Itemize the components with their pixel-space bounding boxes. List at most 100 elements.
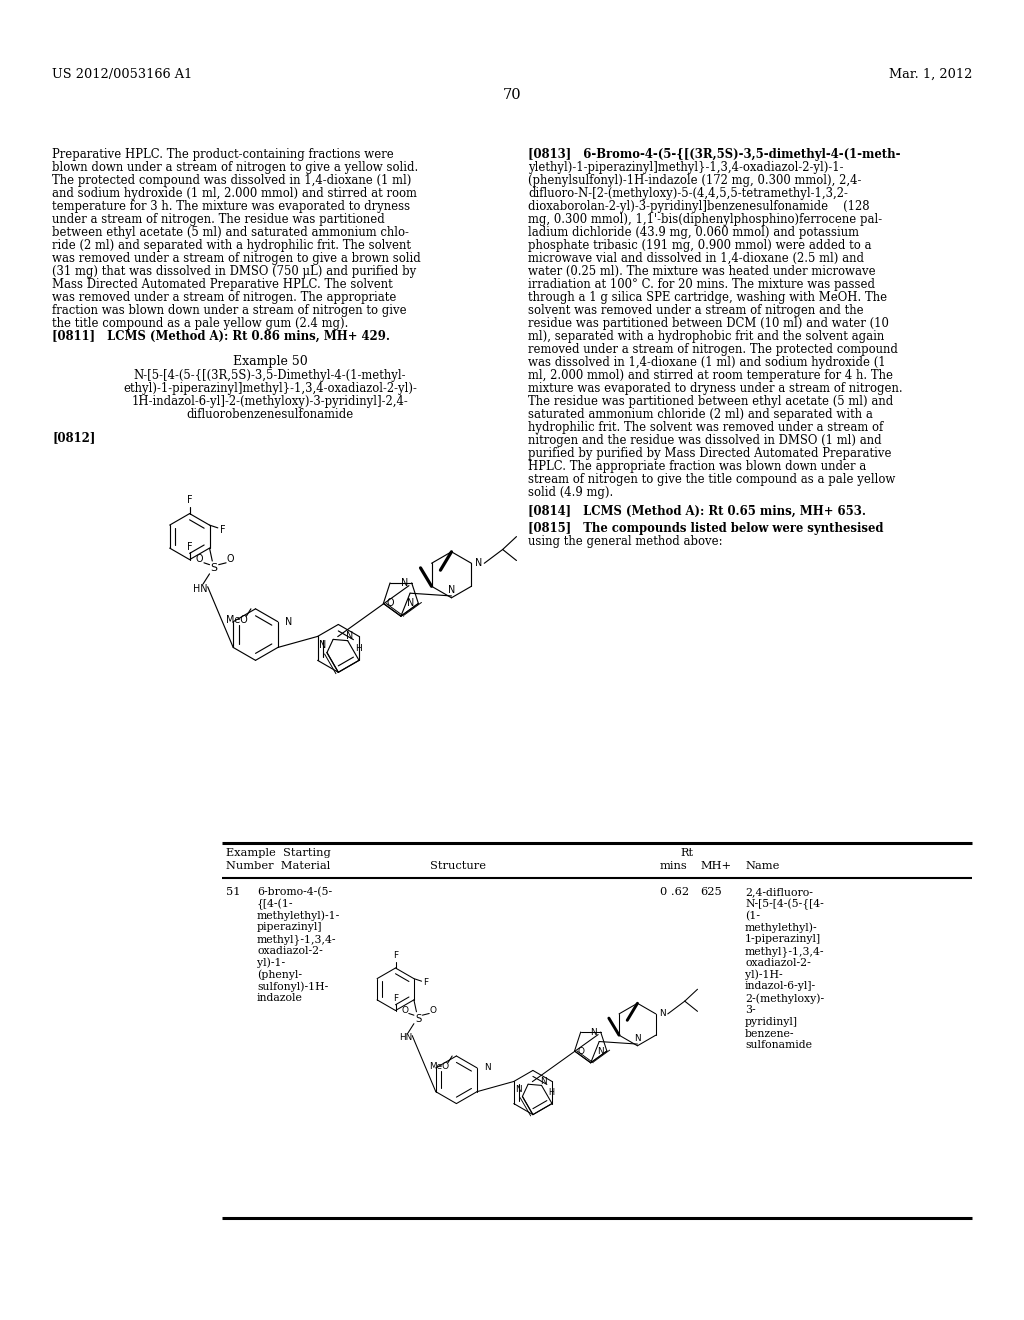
Text: blown down under a stream of nitrogen to give a yellow solid.: blown down under a stream of nitrogen to… (52, 161, 418, 174)
Text: hydrophilic frit. The solvent was removed under a stream of: hydrophilic frit. The solvent was remove… (528, 421, 884, 434)
Text: ride (2 ml) and separated with a hydrophilic frit. The solvent: ride (2 ml) and separated with a hydroph… (52, 239, 411, 252)
Text: [0815]   The compounds listed below were synthesised: [0815] The compounds listed below were s… (528, 521, 884, 535)
Text: N-[5-[4-(5-{[(3R,5S)-3,5-Dimethyl-4-(1-methyl-: N-[5-[4-(5-{[(3R,5S)-3,5-Dimethyl-4-(1-m… (134, 370, 407, 381)
Text: was removed under a stream of nitrogen to give a brown solid: was removed under a stream of nitrogen t… (52, 252, 421, 265)
Text: F: F (186, 541, 193, 552)
Text: 6-bromo-4-(5-: 6-bromo-4-(5- (257, 887, 332, 898)
Text: (1-: (1- (745, 911, 760, 921)
Text: Mass Directed Automated Preparative HPLC. The solvent: Mass Directed Automated Preparative HPLC… (52, 279, 393, 290)
Text: ylethyl)-1-piperazinyl]methyl}-1,3,4-oxadiazol-2-yl)-1-: ylethyl)-1-piperazinyl]methyl}-1,3,4-oxa… (528, 161, 844, 174)
Text: stream of nitrogen to give the title compound as a pale yellow: stream of nitrogen to give the title com… (528, 473, 895, 486)
Text: solid (4.9 mg).: solid (4.9 mg). (528, 486, 613, 499)
Text: 51: 51 (226, 887, 241, 898)
Text: 3-: 3- (745, 1005, 756, 1015)
Text: dioxaborolan-2-yl)-3-pyridinyl]benzenesulfonamide    (128: dioxaborolan-2-yl)-3-pyridinyl]benzenesu… (528, 201, 869, 213)
Text: US 2012/0053166 A1: US 2012/0053166 A1 (52, 69, 193, 81)
Text: through a 1 g silica SPE cartridge, washing with MeOH. The: through a 1 g silica SPE cartridge, wash… (528, 290, 887, 304)
Text: HN: HN (194, 583, 208, 594)
Text: 0 .62: 0 .62 (660, 887, 689, 898)
Text: Structure: Structure (430, 861, 486, 871)
Text: methylethyl)-1-: methylethyl)-1- (257, 911, 340, 921)
Text: methyl}-1,3,4-: methyl}-1,3,4- (745, 946, 824, 957)
Text: microwave vial and dissolved in 1,4-dioxane (2.5 ml) and: microwave vial and dissolved in 1,4-diox… (528, 252, 864, 265)
Text: H: H (549, 1088, 555, 1097)
Text: N: N (475, 558, 482, 569)
Text: temperature for 3 h. The mixture was evaporated to dryness: temperature for 3 h. The mixture was eva… (52, 201, 411, 213)
Text: oxadiazol-2-: oxadiazol-2- (257, 946, 323, 956)
Text: HPLC. The appropriate fraction was blown down under a: HPLC. The appropriate fraction was blown… (528, 459, 866, 473)
Text: indazole: indazole (257, 993, 303, 1003)
Text: saturated ammonium chloride (2 ml) and separated with a: saturated ammonium chloride (2 ml) and s… (528, 408, 872, 421)
Text: between ethyl acetate (5 ml) and saturated ammonium chlo-: between ethyl acetate (5 ml) and saturat… (52, 226, 409, 239)
Text: O: O (226, 554, 233, 564)
Text: the title compound as a pale yellow gum (2.4 mg).: the title compound as a pale yellow gum … (52, 317, 348, 330)
Text: H: H (355, 644, 362, 652)
Text: N: N (659, 1010, 666, 1019)
Text: N: N (346, 631, 353, 642)
Text: irradiation at 100° C. for 20 mins. The mixture was passed: irradiation at 100° C. for 20 mins. The … (528, 279, 874, 290)
Text: O: O (429, 1006, 436, 1015)
Text: The protected compound was dissolved in 1,4-dioxane (1 ml): The protected compound was dissolved in … (52, 174, 412, 187)
Text: O: O (387, 598, 394, 609)
Text: Example  Starting: Example Starting (226, 847, 331, 858)
Text: [0812]: [0812] (52, 432, 95, 444)
Text: (phenylsulfonyl)-1H-indazole (172 mg, 0.300 mmol), 2,4-: (phenylsulfonyl)-1H-indazole (172 mg, 0.… (528, 174, 861, 187)
Text: 1-piperazinyl]: 1-piperazinyl] (745, 935, 821, 944)
Text: The residue was partitioned between ethyl acetate (5 ml) and: The residue was partitioned between ethy… (528, 395, 893, 408)
Text: water (0.25 ml). The mixture was heated under microwave: water (0.25 ml). The mixture was heated … (528, 265, 876, 279)
Text: O: O (196, 554, 203, 564)
Text: was removed under a stream of nitrogen. The appropriate: was removed under a stream of nitrogen. … (52, 290, 396, 304)
Text: N: N (540, 1077, 547, 1085)
Text: was dissolved in 1,4-dioxane (1 ml) and sodium hydroxide (1: was dissolved in 1,4-dioxane (1 ml) and … (528, 356, 886, 370)
Text: and sodium hydroxide (1 ml, 2.000 mmol) and stirred at room: and sodium hydroxide (1 ml, 2.000 mmol) … (52, 187, 417, 201)
Text: F: F (423, 978, 428, 987)
Text: mg, 0.300 mmol), 1,1'-bis(diphenylphosphino)ferrocene pal-: mg, 0.300 mmol), 1,1'-bis(diphenylphosph… (528, 213, 882, 226)
Text: yl)-1H-: yl)-1H- (745, 970, 782, 981)
Text: ml), separated with a hydrophobic frit and the solvent again: ml), separated with a hydrophobic frit a… (528, 330, 885, 343)
Text: benzene-: benzene- (745, 1028, 795, 1039)
Text: using the general method above:: using the general method above: (528, 535, 723, 548)
Text: N: N (447, 586, 455, 595)
Text: residue was partitioned between DCM (10 ml) and water (10: residue was partitioned between DCM (10 … (528, 317, 889, 330)
Text: 1H-indazol-6-yl]-2-(methyloxy)-3-pyridinyl]-2,4-: 1H-indazol-6-yl]-2-(methyloxy)-3-pyridin… (132, 395, 409, 408)
Text: indazol-6-yl]-: indazol-6-yl]- (745, 981, 816, 991)
Text: ml, 2.000 mmol) and stirred at room temperature for 4 h. The: ml, 2.000 mmol) and stirred at room temp… (528, 370, 893, 381)
Text: fraction was blown down under a stream of nitrogen to give: fraction was blown down under a stream o… (52, 304, 407, 317)
Text: F: F (393, 950, 398, 960)
Text: (31 mg) that was dissolved in DMSO (750 μL) and purified by: (31 mg) that was dissolved in DMSO (750 … (52, 265, 416, 279)
Text: F: F (393, 994, 398, 1003)
Text: N: N (286, 616, 293, 627)
Text: Preparative HPLC. The product-containing fractions were: Preparative HPLC. The product-containing… (52, 148, 394, 161)
Text: pyridinyl]: pyridinyl] (745, 1016, 798, 1027)
Text: N: N (408, 598, 415, 609)
Text: Mar. 1, 2012: Mar. 1, 2012 (889, 69, 972, 81)
Text: MeO: MeO (429, 1061, 450, 1071)
Text: MeO: MeO (226, 615, 248, 624)
Text: HN: HN (398, 1032, 412, 1041)
Text: N: N (483, 1064, 490, 1072)
Text: O: O (401, 1006, 408, 1015)
Text: ladium dichloride (43.9 mg, 0.060 mmol) and potassium: ladium dichloride (43.9 mg, 0.060 mmol) … (528, 226, 859, 239)
Text: 2,4-difluoro-: 2,4-difluoro- (745, 887, 813, 898)
Text: Number  Material: Number Material (226, 861, 331, 871)
Text: 2-(methyloxy)-: 2-(methyloxy)- (745, 993, 824, 1003)
Text: O: O (578, 1047, 585, 1056)
Text: [0811]   LCMS (Method A): Rt 0.86 mins, MH+ 429.: [0811] LCMS (Method A): Rt 0.86 mins, MH… (52, 330, 390, 343)
Text: [0813]   6-Bromo-4-(5-{[(3R,5S)-3,5-dimethyl-4-(1-meth-: [0813] 6-Bromo-4-(5-{[(3R,5S)-3,5-dimeth… (528, 148, 900, 161)
Text: N: N (591, 1027, 597, 1036)
Text: N: N (597, 1047, 603, 1056)
Text: S: S (211, 564, 218, 573)
Text: Example 50: Example 50 (232, 355, 307, 368)
Text: N: N (400, 578, 408, 587)
Text: N: N (515, 1085, 521, 1094)
Text: MH+: MH+ (700, 861, 731, 871)
Text: oxadiazol-2-: oxadiazol-2- (745, 958, 811, 968)
Text: mixture was evaporated to dryness under a stream of nitrogen.: mixture was evaporated to dryness under … (528, 381, 902, 395)
Text: sulfonyl)-1H-: sulfonyl)-1H- (257, 981, 329, 991)
Text: (phenyl-: (phenyl- (257, 970, 302, 981)
Text: under a stream of nitrogen. The residue was partitioned: under a stream of nitrogen. The residue … (52, 213, 385, 226)
Text: S: S (415, 1014, 421, 1023)
Text: N: N (318, 640, 326, 651)
Text: solvent was removed under a stream of nitrogen and the: solvent was removed under a stream of ni… (528, 304, 863, 317)
Text: [0814]   LCMS (Method A): Rt 0.65 mins, MH+ 653.: [0814] LCMS (Method A): Rt 0.65 mins, MH… (528, 506, 866, 517)
